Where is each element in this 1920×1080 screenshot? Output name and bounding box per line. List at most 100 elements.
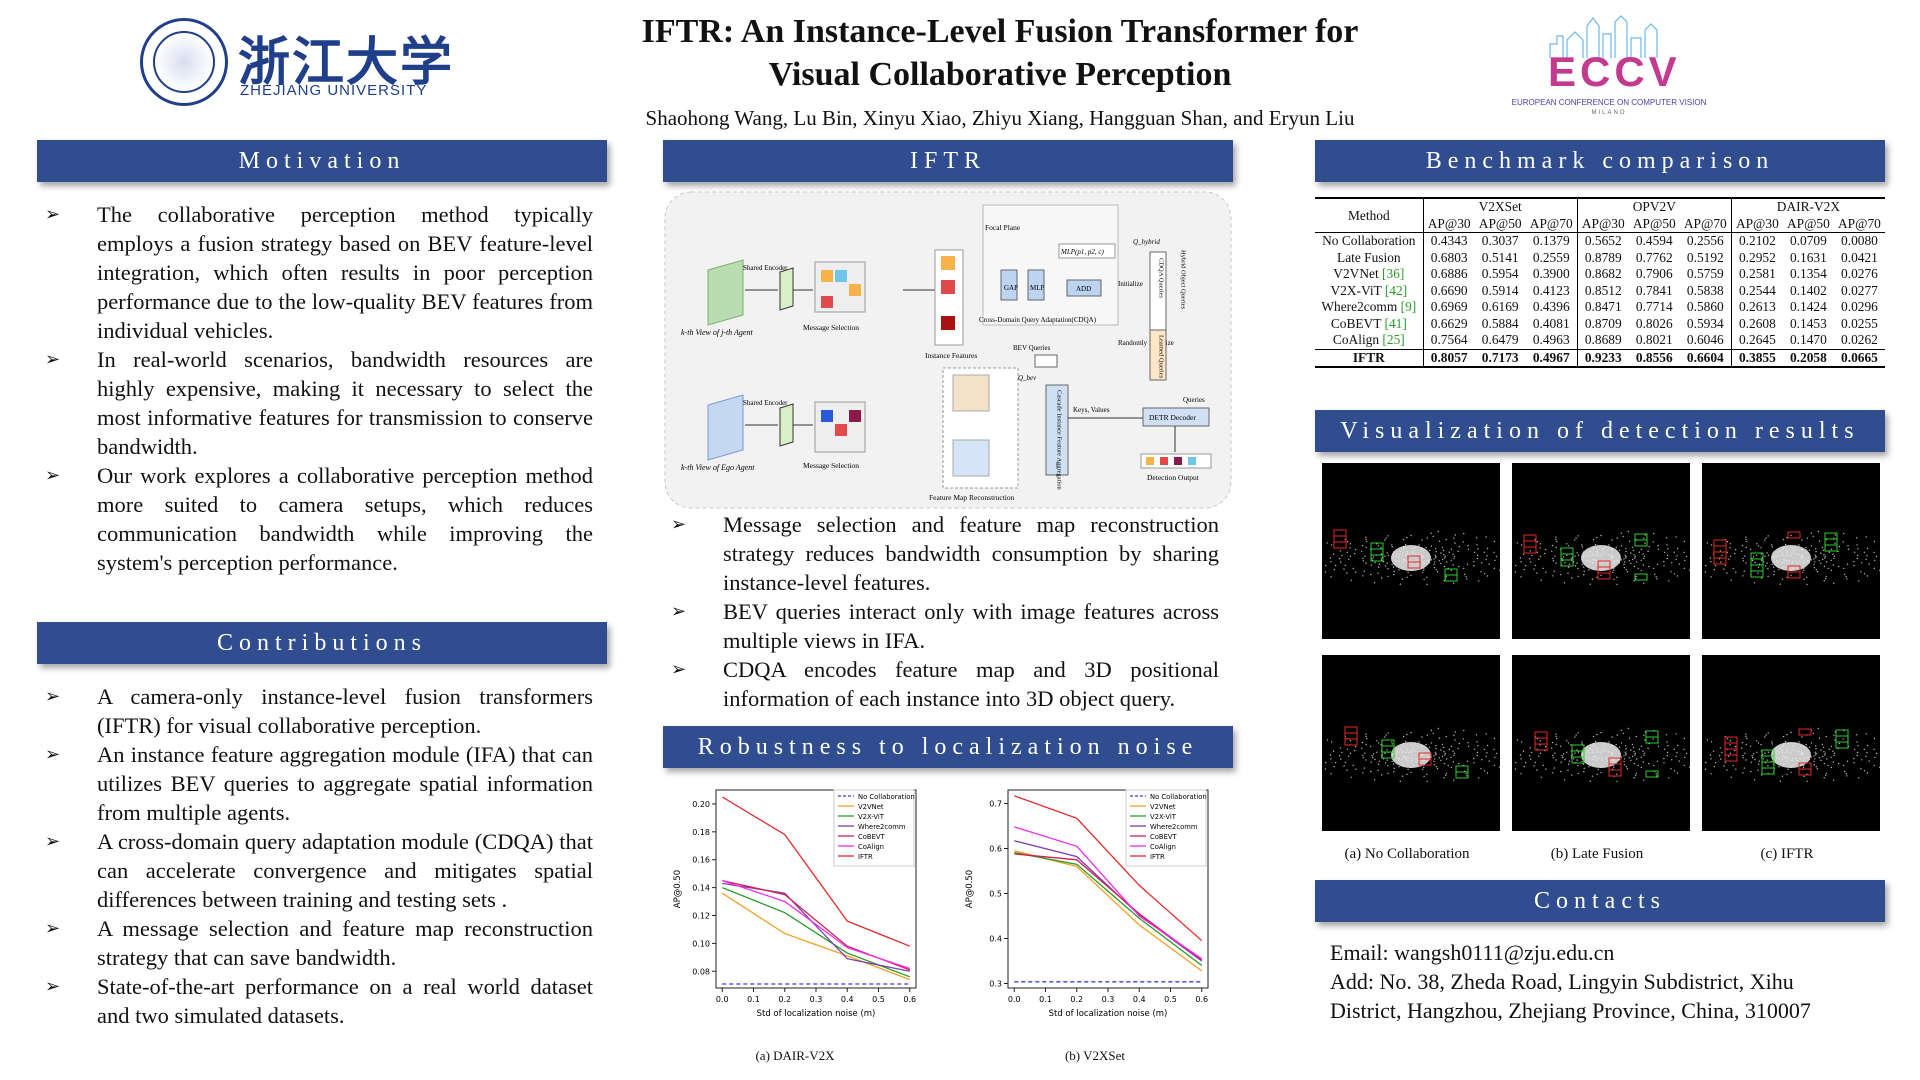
citation-ref[interactable]: [25] — [1379, 332, 1405, 348]
table-header-metric: AP@50 — [1478, 215, 1522, 231]
cdqa-module-box — [982, 204, 1119, 326]
arrow-bullet-icon: ➢ — [45, 831, 61, 851]
table-cell: 0.0296 — [1841, 299, 1878, 315]
y-tick-label: 0.5 — [989, 890, 1002, 899]
x-tick-label: 0.5 — [872, 995, 885, 1004]
table-cell: 0.7564 — [1430, 332, 1468, 348]
feature-map-bottom-icon — [779, 403, 794, 447]
paper-title: IFTR: An Instance-Level Fusion Transform… — [540, 10, 1460, 96]
message-selection-label-top: Message Selection — [803, 323, 859, 332]
eccv-logo-subtitle: EUROPEAN CONFERENCE ON COMPUTER VISION — [1511, 98, 1707, 107]
table-row: IFTR 0.8057 0.7173 0.4967 0.9233 0.8556 0.6604… — [1315, 349, 1885, 367]
citation-ref[interactable]: [36] — [1378, 266, 1405, 282]
contribution-item: ➢ A camera-only instance-level fusion tra… — [37, 682, 593, 740]
iftr-header: IFTR — [663, 140, 1233, 182]
legend-label: Where2comm — [858, 823, 906, 831]
viz-caption: (a) No Collaboration — [1344, 846, 1470, 862]
y-tick-label: 0.14 — [692, 884, 710, 893]
contribution-item-text: A message selection and feature map reco… — [97, 916, 593, 970]
benchmark-table: Method V2XSet OPV2V DAIR-V2X AP@30 AP@50… — [1315, 197, 1885, 368]
robustness-chart-v2xset: 0.0 0.1 0.2 0.3 0.4 0.5 0.6 0.3 0.4 0.5 0.6 0.7 Std … — [965, 789, 1209, 1019]
legend-label: IFTR — [858, 853, 873, 861]
benchmark-table-body: No Collaboration 0.4343 0.3037 0.1379 0.5652… — [1315, 232, 1885, 367]
gap-block — [1000, 269, 1018, 301]
motivation-header: Motivation — [37, 140, 607, 182]
randomly-initialize-label: Randomly Initialize — [1118, 339, 1174, 347]
y-tick-label: 0.10 — [692, 939, 710, 948]
contacts-header: Contacts — [1315, 880, 1885, 922]
x-tick-label: 0.1 — [1039, 995, 1052, 1004]
bev-queries-label: BEV Queries — [1013, 344, 1051, 352]
table-cell: 0.4594 — [1635, 233, 1673, 249]
shared-encoder-label-top: Shared Encoder — [743, 264, 788, 272]
legend-label: V2X-ViT — [858, 813, 885, 821]
contact-address-line-1: Add: No. 38, Zheda Road, Lingyin Subdist… — [1330, 969, 1794, 994]
arrow-bullet-icon: ➢ — [45, 686, 61, 706]
table-metric-row: AP@30 AP@50 AP@70 AP@30 AP@50 AP@70 AP@3… — [1315, 215, 1885, 233]
shared-encoder-label-bottom: Shared Encoder — [743, 399, 788, 407]
viz-caption: (b) Late Fusion — [1550, 846, 1644, 862]
motivation-list: ➢ The collaborative perception method typ… — [37, 200, 593, 577]
table-row: V2X-ViT [42] 0.6690 0.5914 0.4123 0.8512 0.78… — [1315, 282, 1885, 299]
motivation-item: ➢ The collaborative perception method typ… — [37, 200, 593, 345]
table-cell: 0.5914 — [1481, 282, 1519, 298]
series-line — [722, 882, 910, 972]
motivation-item: ➢ In real-world scenarios, bandwidth reso… — [37, 345, 593, 461]
contribution-item: ➢ State-of-the-art performance on a real … — [37, 972, 593, 1030]
add-block — [1066, 279, 1102, 297]
mlp-block — [1027, 269, 1045, 301]
table-cell: 0.6479 — [1481, 332, 1519, 348]
citation-ref[interactable]: [42] — [1381, 282, 1408, 298]
table-cell: 0.5954 — [1481, 266, 1519, 282]
robustness-header: Robustness to localization noise — [663, 726, 1233, 768]
iftr-item-text: CDQA encodes feature map and 3D position… — [723, 657, 1219, 711]
legend-label: V2VNet — [1150, 803, 1176, 811]
citation-ref[interactable]: [41] — [1381, 315, 1407, 331]
x-tick-label: 0.1 — [747, 995, 760, 1004]
table-cell: 0.7841 — [1635, 282, 1673, 298]
table-header-dataset: OPV2V — [1577, 198, 1732, 216]
contact-email: Email: wangsh0111@zju.edu.cn — [1330, 940, 1615, 965]
series-line — [1014, 851, 1203, 967]
table-cell: 0.2608 — [1738, 315, 1776, 331]
q-bev-label: Q_bev — [1018, 374, 1037, 382]
table-cell: 0.8021 — [1635, 332, 1673, 348]
table-cell: 0.1470 — [1789, 332, 1827, 348]
citation-ref[interactable]: [9] — [1397, 299, 1417, 315]
table-header-metric: AP@30 — [1427, 215, 1471, 231]
arrow-bullet-icon: ➢ — [45, 744, 61, 764]
table-cell: 0.8057 — [1430, 349, 1468, 365]
eccv-logo-city: MILANO — [1591, 110, 1627, 116]
table-cell: 0.7714 — [1635, 299, 1673, 315]
benchmark-header: Benchmark comparison — [1315, 140, 1885, 182]
legend-box — [1125, 789, 1207, 867]
contact-address-line-2: District, Hangzhou, Zhejiang Province, C… — [1330, 998, 1811, 1023]
detection-panel — [1512, 463, 1690, 639]
table-cell: 0.5759 — [1679, 266, 1732, 283]
x-tick-label: 0.3 — [1102, 995, 1115, 1004]
motivation-item-text: Our work explores a collaborative percep… — [97, 463, 593, 575]
table-cell: 0.2613 — [1738, 299, 1776, 315]
table-cell: 0.5884 — [1481, 315, 1519, 331]
contribution-item-text: A cross-domain query adaptation module (… — [97, 829, 593, 912]
table-cell: 0.1453 — [1789, 315, 1827, 331]
y-tick-label: 0.6 — [989, 845, 1002, 854]
table-cell: 0.1631 — [1789, 249, 1827, 265]
motivation-item-text: The collaborative perception method typi… — [97, 202, 593, 343]
table-cell-method: CoBEVT [41] — [1315, 315, 1424, 332]
legend-label: CoBEVT — [1150, 833, 1178, 841]
arrow-bullet-icon: ➢ — [45, 976, 61, 996]
table-cell: 0.2581 — [1738, 266, 1776, 282]
table-cell-method: No Collaboration — [1315, 232, 1424, 250]
chart-caption-a: (a) DAIR-V2X — [755, 1048, 835, 1063]
bev-queries-block — [1034, 354, 1058, 368]
mlp-label: MLP — [1030, 284, 1045, 292]
table-cell: 0.8556 — [1635, 349, 1673, 365]
y-tick-label: 0.08 — [692, 967, 710, 976]
x-tick-label: 0.2 — [778, 995, 791, 1004]
method-name: Late Fusion — [1337, 249, 1401, 265]
x-tick-label: 0.4 — [1133, 995, 1146, 1004]
title-line-2: Visual Collaborative Perception — [768, 56, 1232, 93]
table-cell: 0.0276 — [1841, 266, 1878, 282]
zju-logo-subtitle: ZHEJIANG UNIVERSITY — [240, 82, 428, 99]
